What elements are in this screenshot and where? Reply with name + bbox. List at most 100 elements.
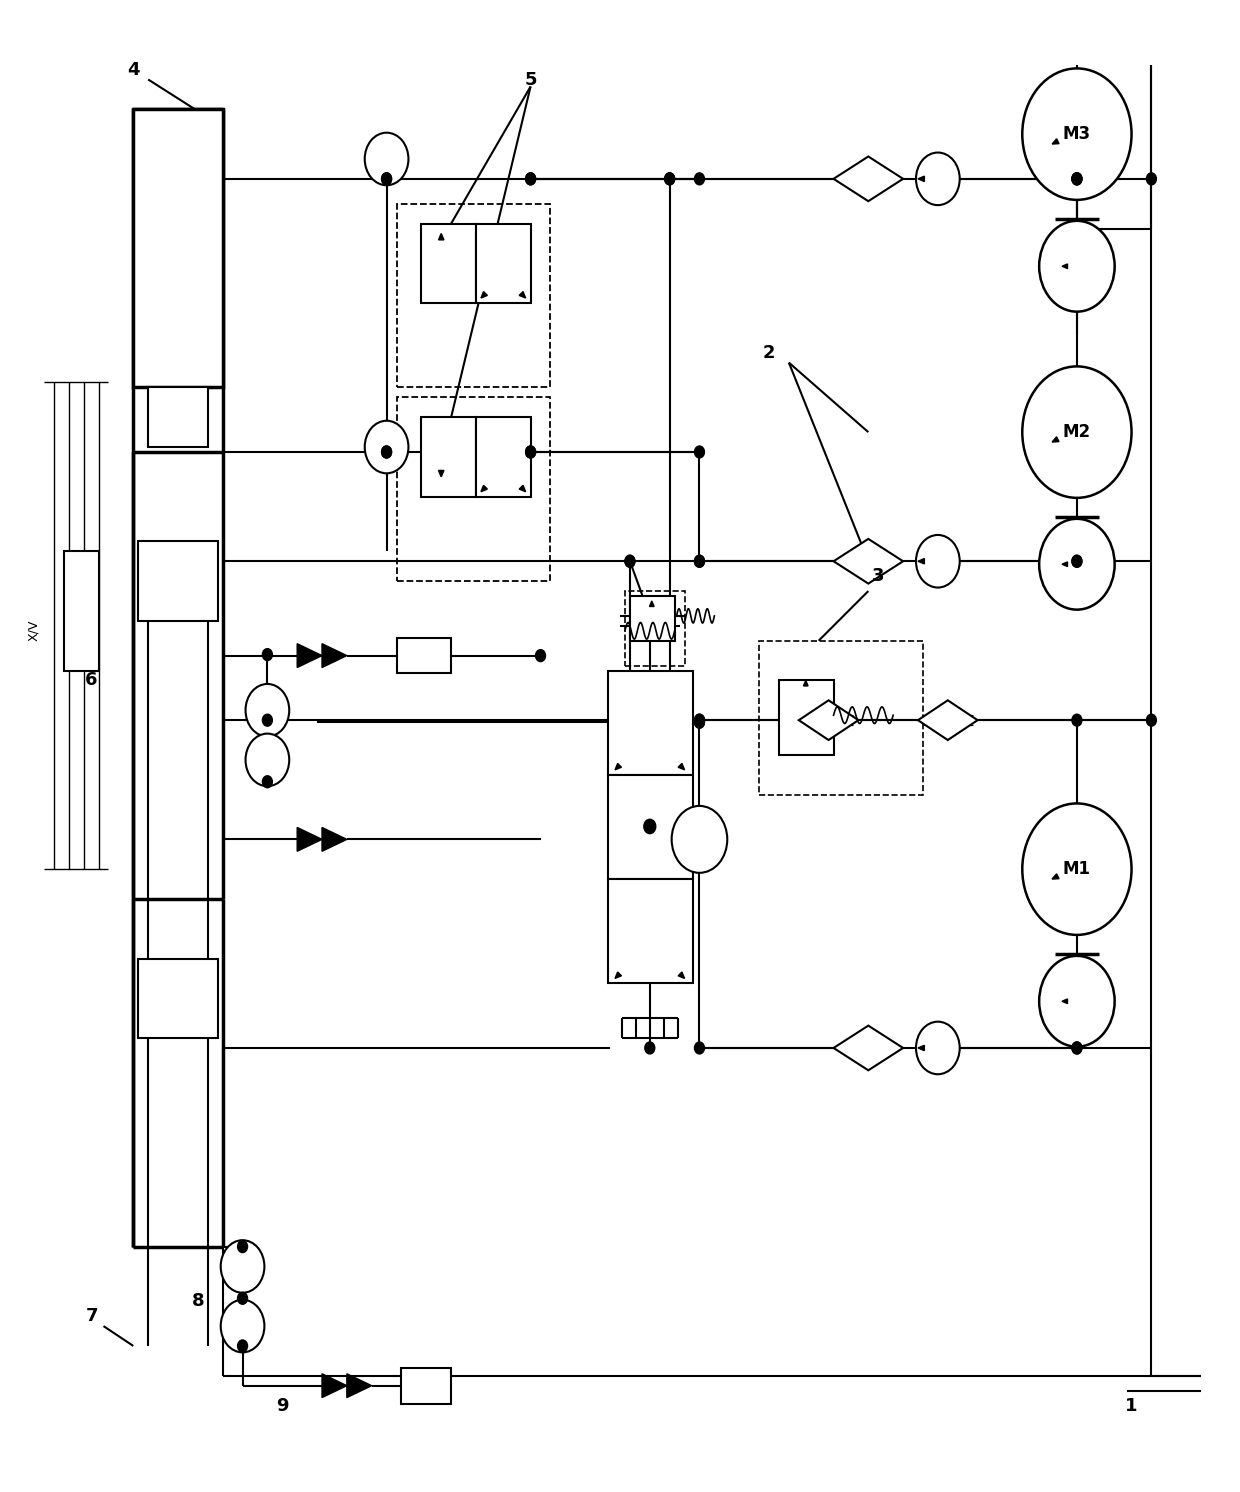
Circle shape [263, 776, 273, 788]
Bar [397, 397, 551, 580]
Bar [422, 418, 476, 497]
Polygon shape [347, 1374, 372, 1398]
Bar [608, 879, 692, 983]
Polygon shape [481, 291, 487, 298]
Circle shape [246, 683, 289, 737]
Bar [63, 552, 98, 670]
Text: 5: 5 [525, 70, 537, 88]
Circle shape [221, 1240, 264, 1292]
Polygon shape [481, 485, 487, 492]
Circle shape [694, 715, 704, 727]
Circle shape [665, 173, 675, 185]
Bar [397, 204, 551, 388]
Polygon shape [322, 643, 347, 667]
Polygon shape [1061, 264, 1068, 269]
Circle shape [382, 446, 392, 458]
Circle shape [694, 716, 704, 728]
Circle shape [665, 173, 675, 185]
Circle shape [1039, 519, 1115, 610]
Circle shape [1071, 173, 1081, 185]
Polygon shape [678, 971, 684, 979]
Polygon shape [439, 470, 444, 477]
Bar [133, 109, 223, 388]
Circle shape [916, 1022, 960, 1074]
Polygon shape [918, 176, 924, 182]
Circle shape [263, 715, 273, 727]
Polygon shape [804, 680, 808, 686]
Circle shape [382, 446, 392, 458]
Polygon shape [918, 1046, 924, 1050]
Circle shape [382, 173, 392, 185]
Text: X/V: X/V [27, 621, 41, 642]
Polygon shape [833, 157, 903, 201]
Circle shape [694, 715, 704, 727]
Text: 2: 2 [763, 343, 775, 361]
Polygon shape [298, 643, 322, 667]
Bar [138, 958, 218, 1038]
Circle shape [916, 152, 960, 204]
Polygon shape [615, 971, 621, 979]
Bar [402, 1368, 451, 1404]
Bar [608, 774, 692, 879]
Circle shape [1039, 956, 1115, 1047]
Polygon shape [615, 764, 621, 770]
Circle shape [1071, 1041, 1081, 1053]
Bar [397, 637, 451, 673]
Bar [149, 388, 208, 448]
Circle shape [526, 173, 536, 185]
Circle shape [1071, 715, 1081, 727]
Circle shape [365, 421, 408, 473]
Polygon shape [298, 828, 322, 852]
Circle shape [1022, 69, 1132, 200]
Polygon shape [1061, 562, 1068, 567]
Circle shape [526, 173, 536, 185]
Circle shape [1022, 367, 1132, 498]
Text: 3: 3 [872, 567, 884, 585]
Circle shape [694, 1041, 704, 1053]
Circle shape [1039, 221, 1115, 312]
Circle shape [1071, 173, 1081, 185]
Bar [608, 670, 692, 774]
Circle shape [694, 555, 704, 567]
Circle shape [526, 446, 536, 458]
Bar [422, 224, 476, 303]
Polygon shape [918, 558, 924, 564]
Circle shape [645, 1041, 655, 1053]
Circle shape [526, 446, 536, 458]
Circle shape [625, 555, 635, 567]
Polygon shape [520, 485, 526, 492]
Text: 1: 1 [1125, 1397, 1138, 1414]
Text: M1: M1 [1063, 861, 1091, 879]
Circle shape [221, 1300, 264, 1352]
Bar [476, 418, 531, 497]
Circle shape [1022, 803, 1132, 935]
Bar [476, 224, 531, 303]
Circle shape [238, 1340, 248, 1352]
Bar [779, 680, 833, 755]
Text: M2: M2 [1063, 424, 1091, 442]
Circle shape [1071, 555, 1081, 567]
Circle shape [644, 819, 656, 834]
Circle shape [1147, 715, 1157, 727]
Text: 8: 8 [191, 1292, 205, 1310]
Circle shape [1071, 173, 1081, 185]
Circle shape [694, 446, 704, 458]
Polygon shape [650, 601, 655, 606]
Circle shape [238, 1292, 248, 1304]
Polygon shape [918, 700, 977, 740]
Bar [759, 640, 923, 795]
Polygon shape [1052, 437, 1059, 442]
Circle shape [246, 734, 289, 786]
Circle shape [672, 806, 728, 873]
Circle shape [1071, 1041, 1081, 1053]
Circle shape [916, 536, 960, 588]
Circle shape [536, 649, 546, 661]
Circle shape [1071, 555, 1081, 567]
Text: 4: 4 [126, 61, 140, 79]
Polygon shape [520, 291, 526, 298]
Circle shape [263, 649, 273, 661]
Text: 7: 7 [86, 1307, 98, 1325]
Circle shape [238, 1241, 248, 1253]
Polygon shape [322, 1374, 347, 1398]
Polygon shape [1052, 139, 1059, 145]
